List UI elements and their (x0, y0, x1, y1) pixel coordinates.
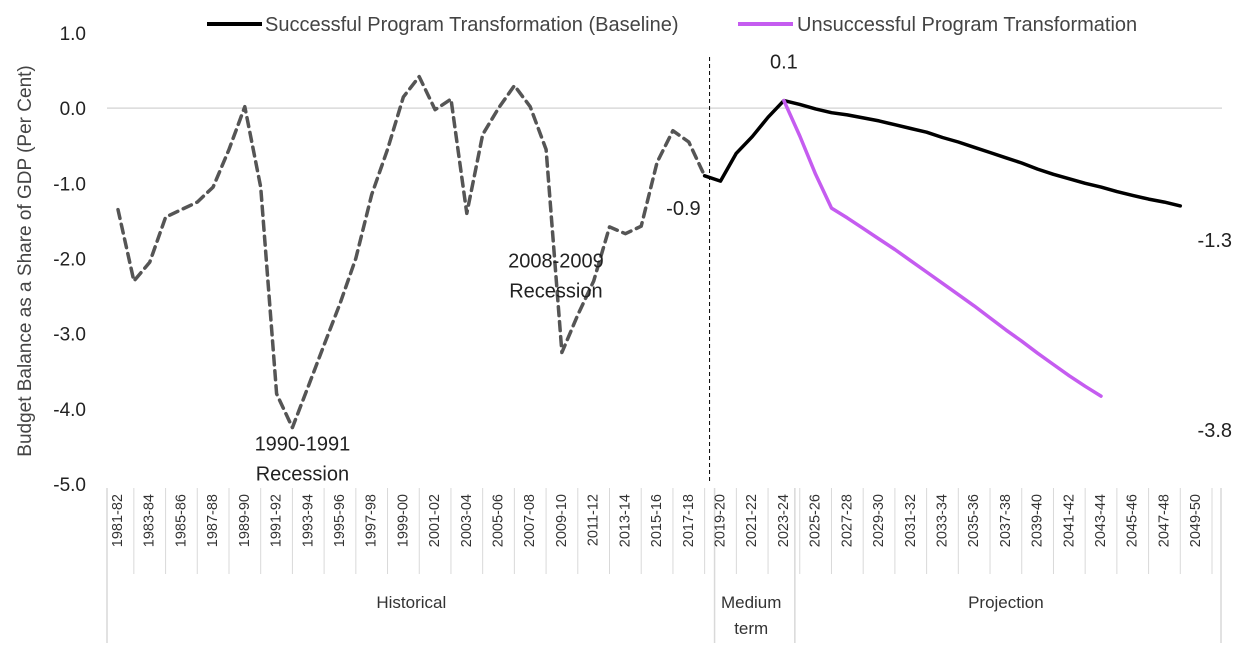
y-axis-ticks: 1.0 0.0 -1.0 -2.0 -3.0 -4.0 -5.0 (53, 24, 86, 496)
x-tick-label: 2031-32 (903, 494, 919, 547)
x-tick-label: 2033-34 (934, 494, 950, 547)
x-tick-label: 1999-00 (395, 494, 411, 547)
x-tick-label: 2003-04 (459, 494, 475, 547)
annotation-label: 1990-1991 (255, 434, 351, 456)
y-axis-label: Budget Balance as a Share of GDP (Per Ce… (15, 65, 36, 456)
annotations: 0.1 -0.9 -1.3 -3.8 1990-1991 Recession 2008-20… (255, 52, 1232, 486)
x-tick-label: 2001-02 (427, 494, 443, 547)
x-tick-label: 2011-12 (586, 494, 602, 546)
x-tick-label: 2039-40 (1030, 494, 1046, 547)
x-tick-label: 2029-30 (871, 494, 887, 547)
y-tick-label: 1.0 (60, 24, 86, 45)
x-tick-label: 2009-10 (554, 494, 570, 547)
x-tick-label: 2013-14 (617, 494, 633, 547)
legend-unsuccessful-label: Unsuccessful Program Transformation (797, 14, 1137, 36)
annotation-label: Recession (256, 464, 349, 486)
x-tick-label: 2015-16 (649, 494, 665, 547)
data-label: -1.3 (1198, 230, 1232, 252)
baseline-series-line (702, 98, 1183, 208)
x-tick-label: 2045-46 (1125, 494, 1141, 547)
annotation-label: Recession (509, 280, 602, 302)
group-label: Projection (968, 593, 1044, 612)
x-tick-label: 1981-82 (110, 494, 126, 547)
data-label: -3.8 (1198, 420, 1232, 442)
x-axis: 1981-82 1983-84 1985-86 1987-88 1989-90 1991-… (106, 488, 1222, 643)
x-tick-label: 1997-98 (364, 494, 380, 547)
data-label: 0.1 (770, 52, 798, 74)
x-tick-label: 2037-38 (998, 494, 1014, 547)
annotation-label: 2008-2009 (508, 250, 604, 272)
group-label: Medium (721, 593, 781, 612)
unsuccessful-series-line (782, 98, 1103, 398)
x-tick-label: 2049-50 (1188, 494, 1204, 547)
x-tick-label: 2005-06 (491, 494, 507, 547)
historical-series-line (116, 74, 707, 430)
x-tick-label: 2047-48 (1156, 494, 1172, 547)
group-label: term (734, 619, 768, 638)
x-tick-label: 2021-22 (744, 494, 760, 547)
series-layer (116, 74, 1183, 430)
data-label: -0.9 (666, 198, 700, 220)
x-tick-label: 1993-94 (300, 494, 316, 547)
x-tick-label: 2019-20 (712, 494, 728, 547)
x-tick-label: 1985-86 (173, 494, 189, 547)
x-tick-label: 2017-18 (681, 494, 697, 547)
y-tick-label: -2.0 (53, 250, 86, 271)
x-tick-label: 2025-26 (808, 494, 824, 547)
x-tick-label: 2027-28 (839, 494, 855, 547)
x-tick-label: 1983-84 (142, 494, 158, 547)
x-tick-label: 1991-92 (269, 494, 285, 547)
x-tick-label: 1989-90 (237, 494, 253, 547)
y-tick-label: -5.0 (53, 475, 86, 496)
y-tick-label: -4.0 (53, 400, 86, 421)
x-tick-label: 2041-42 (1061, 494, 1077, 547)
y-tick-label: 0.0 (60, 99, 86, 120)
legend: Successful Program Transformation (Basel… (207, 14, 1137, 36)
x-tick-label: 2007-08 (522, 494, 538, 547)
y-tick-label: -3.0 (53, 325, 86, 346)
x-tick-label: 2023-24 (776, 494, 792, 547)
legend-baseline-label: Successful Program Transformation (Basel… (265, 14, 679, 36)
x-tick-label: 2035-36 (966, 494, 982, 547)
gridlines (107, 57, 1222, 484)
group-label: Historical (376, 593, 446, 612)
y-tick-label: -1.0 (53, 174, 86, 195)
x-tick-label: 2043-44 (1093, 494, 1109, 547)
x-tick-label: 1995-96 (332, 494, 348, 547)
x-tick-label: 1987-88 (205, 494, 221, 547)
